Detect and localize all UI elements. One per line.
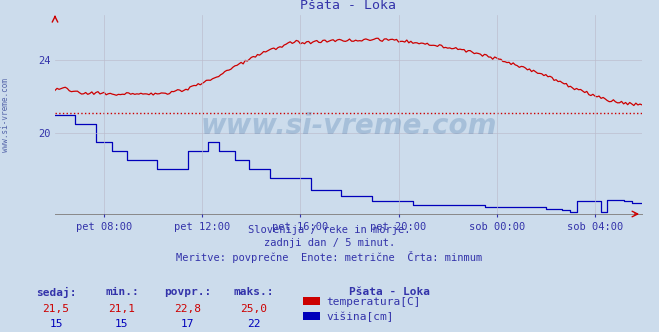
Text: temperatura[C]: temperatura[C] [326,297,420,307]
Text: sedaj:: sedaj: [36,287,76,298]
Text: Slovenija / reke in morje.: Slovenija / reke in morje. [248,225,411,235]
Text: Pšata - Loka: Pšata - Loka [349,287,430,297]
Text: Meritve: povprečne  Enote: metrične  Črta: minmum: Meritve: povprečne Enote: metrične Črta:… [177,251,482,263]
Text: 21,5: 21,5 [43,304,69,314]
Text: povpr.:: povpr.: [164,287,212,297]
Text: 15: 15 [115,319,129,329]
Text: zadnji dan / 5 minut.: zadnji dan / 5 minut. [264,238,395,248]
Text: maks.:: maks.: [233,287,274,297]
Title: Pšata - Loka: Pšata - Loka [301,0,397,12]
Text: 25,0: 25,0 [241,304,267,314]
Text: www.si-vreme.com: www.si-vreme.com [200,113,497,140]
Text: 15: 15 [49,319,63,329]
Text: 22: 22 [247,319,260,329]
Text: višina[cm]: višina[cm] [326,312,393,322]
Text: www.si-vreme.com: www.si-vreme.com [1,77,10,151]
Text: min.:: min.: [105,287,139,297]
Text: 22,8: 22,8 [175,304,201,314]
Text: 17: 17 [181,319,194,329]
Text: 21,1: 21,1 [109,304,135,314]
